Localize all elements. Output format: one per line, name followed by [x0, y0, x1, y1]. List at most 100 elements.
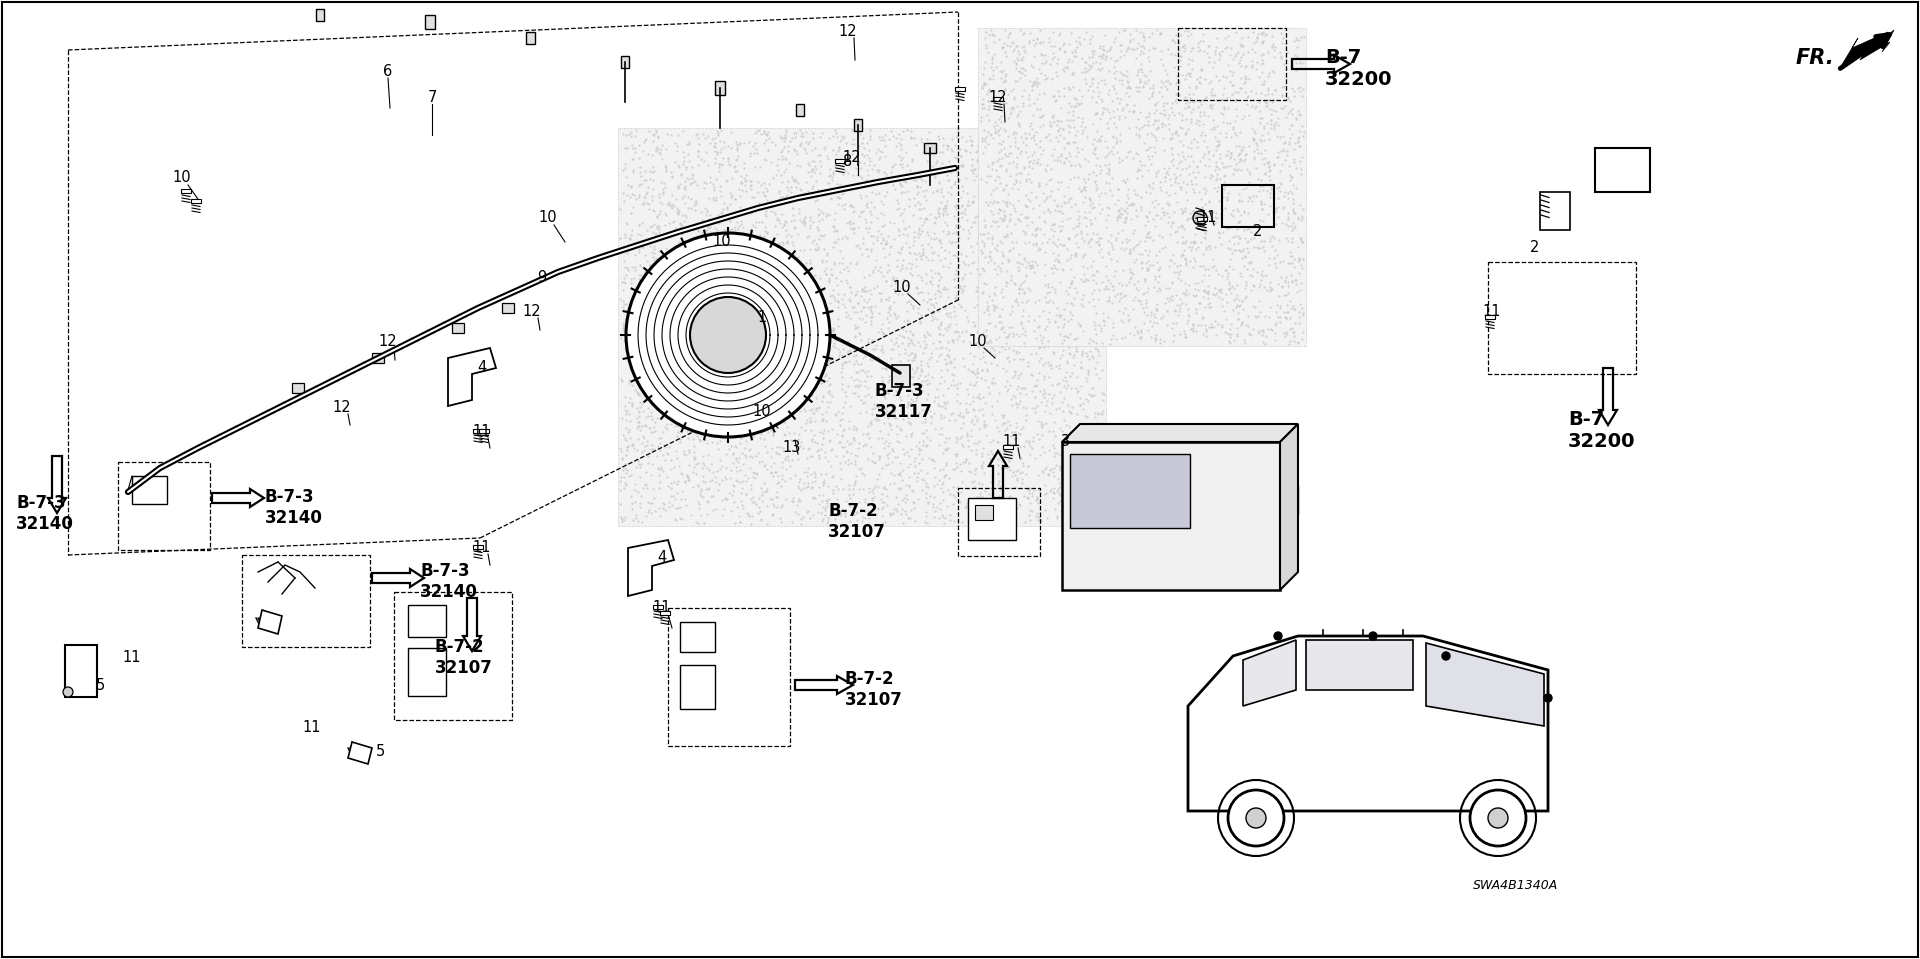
Point	[1096, 143, 1127, 158]
Point	[1073, 498, 1104, 513]
Point	[668, 444, 699, 459]
Point	[1225, 230, 1256, 246]
Point	[1277, 169, 1308, 184]
Point	[770, 428, 801, 443]
Point	[920, 286, 950, 301]
Point	[1131, 285, 1162, 300]
Point	[1004, 285, 1035, 300]
Point	[607, 410, 637, 426]
Point	[697, 350, 728, 365]
Point	[1244, 131, 1275, 147]
Point	[1006, 475, 1037, 490]
Point	[1050, 380, 1081, 395]
Point	[1081, 327, 1112, 342]
Point	[1083, 230, 1114, 246]
Point	[1110, 210, 1140, 225]
Point	[993, 277, 1023, 292]
Point	[1277, 222, 1308, 238]
Point	[1008, 351, 1039, 366]
Point	[812, 479, 843, 494]
Point	[1275, 167, 1306, 182]
Point	[1089, 281, 1119, 296]
Point	[885, 176, 916, 192]
Point	[1254, 160, 1284, 175]
Point	[1062, 91, 1092, 106]
Point	[666, 226, 697, 242]
Point	[958, 299, 989, 315]
Point	[751, 152, 781, 168]
Point	[645, 142, 676, 157]
Point	[753, 285, 783, 300]
Point	[841, 254, 872, 269]
Point	[697, 176, 728, 192]
Point	[1219, 84, 1250, 100]
Point	[795, 271, 826, 287]
Point	[1079, 339, 1110, 355]
Point	[636, 258, 666, 273]
Point	[1081, 185, 1112, 200]
Point	[870, 138, 900, 153]
Point	[977, 251, 1008, 267]
Point	[1235, 254, 1265, 269]
Point	[1000, 234, 1031, 249]
Point	[609, 389, 639, 405]
Point	[1275, 173, 1306, 188]
Point	[968, 285, 998, 300]
Point	[852, 331, 883, 346]
Point	[636, 408, 666, 423]
Point	[1081, 106, 1112, 122]
Point	[657, 164, 687, 179]
Point	[1248, 121, 1279, 136]
Point	[1014, 257, 1044, 272]
Point	[1096, 252, 1127, 268]
Point	[1016, 486, 1046, 502]
Point	[975, 231, 1006, 246]
Point	[705, 461, 735, 477]
Point	[737, 422, 768, 437]
Point	[668, 354, 699, 369]
Point	[1252, 26, 1283, 41]
Point	[841, 512, 872, 527]
Point	[741, 466, 772, 481]
Point	[1081, 463, 1112, 479]
Point	[1064, 151, 1094, 166]
Point	[737, 450, 768, 465]
Point	[747, 487, 778, 503]
Point	[1171, 296, 1202, 312]
Point	[774, 253, 804, 269]
Point	[1025, 242, 1056, 257]
Point	[918, 369, 948, 385]
Point	[918, 184, 948, 199]
Point	[695, 135, 726, 151]
Point	[1008, 25, 1039, 40]
Point	[1196, 167, 1227, 182]
Point	[1077, 89, 1108, 105]
Point	[849, 494, 879, 509]
Point	[1085, 49, 1116, 64]
Point	[1010, 284, 1041, 299]
Point	[856, 368, 887, 384]
Point	[973, 254, 1004, 269]
Point	[722, 140, 753, 155]
Point	[684, 416, 714, 432]
Point	[657, 397, 687, 412]
Point	[995, 192, 1025, 207]
Point	[1150, 107, 1181, 123]
Point	[945, 296, 975, 312]
Point	[774, 174, 804, 189]
Point	[843, 219, 874, 234]
Point	[993, 201, 1023, 217]
Point	[966, 226, 996, 242]
Point	[1273, 233, 1304, 248]
Point	[1069, 188, 1100, 203]
Point	[806, 212, 837, 227]
Point	[1164, 76, 1194, 91]
Point	[637, 384, 668, 399]
Point	[803, 316, 833, 331]
Point	[726, 326, 756, 341]
Point	[1112, 181, 1142, 197]
Point	[749, 262, 780, 277]
Point	[607, 452, 637, 467]
Point	[1052, 314, 1083, 329]
Point	[1020, 73, 1050, 88]
